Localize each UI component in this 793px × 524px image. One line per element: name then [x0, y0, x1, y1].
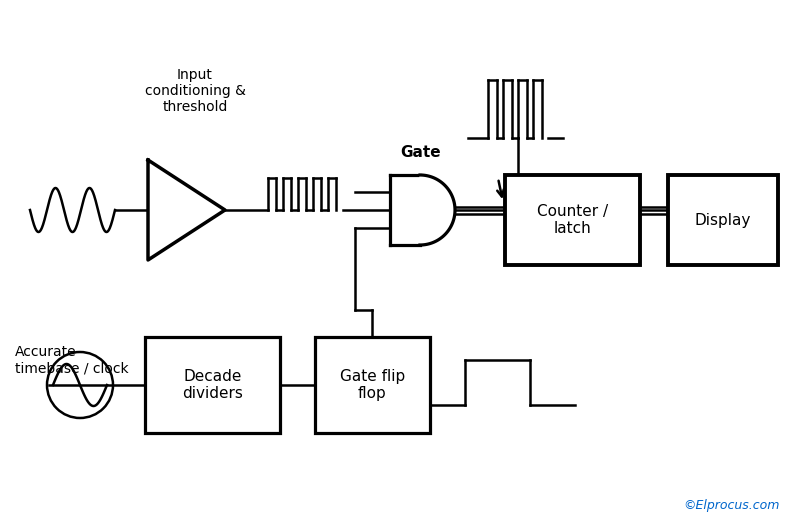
- Bar: [315, 337, 430, 433]
- Text: Decade
dividers: Decade dividers: [182, 369, 243, 401]
- Polygon shape: [420, 175, 455, 245]
- Text: Input
conditioning &
threshold: Input conditioning & threshold: [144, 68, 246, 114]
- Text: ©Elprocus.com: ©Elprocus.com: [684, 498, 780, 511]
- Text: Gate flip
flop: Gate flip flop: [340, 369, 405, 401]
- Bar: [145, 337, 280, 433]
- Text: Accurate
timebase / clock: Accurate timebase / clock: [15, 345, 128, 375]
- Polygon shape: [148, 160, 225, 260]
- Bar: [505, 175, 640, 265]
- Text: Counter /
latch: Counter / latch: [537, 204, 608, 236]
- Text: Gate: Gate: [400, 145, 441, 160]
- Bar: [668, 175, 778, 265]
- Text: Display: Display: [695, 213, 751, 227]
